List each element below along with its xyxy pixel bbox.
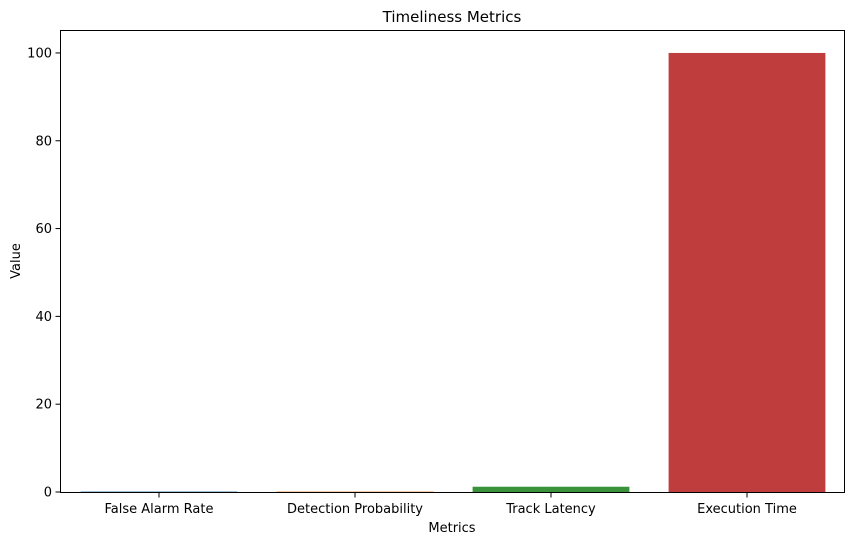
x-axis-ticks: False Alarm Rate Detection Probability Tra… xyxy=(105,492,797,517)
bars-group xyxy=(80,52,826,493)
y-tick-label: 20 xyxy=(35,398,52,413)
x-axis-label: Metrics xyxy=(428,521,475,536)
x-tick-label: Detection Probability xyxy=(287,502,423,517)
y-tick-label: 60 xyxy=(35,222,52,237)
chart-title: Timeliness Metrics xyxy=(382,8,522,26)
plot-frame xyxy=(60,30,845,493)
bar-execution-time xyxy=(668,52,826,492)
x-tick-label: Track Latency xyxy=(505,502,596,517)
y-axis-ticks: 0 20 40 60 80 100 xyxy=(27,46,61,501)
y-tick-label: 0 xyxy=(44,486,52,501)
y-axis-label: Value xyxy=(9,243,24,279)
y-tick-label: 40 xyxy=(35,310,52,325)
x-tick-label: False Alarm Rate xyxy=(105,502,214,517)
bar-track-latency xyxy=(472,486,630,492)
y-tick-label: 80 xyxy=(35,134,52,149)
y-tick-label: 100 xyxy=(27,46,52,61)
x-tick-label: Execution Time xyxy=(697,502,797,517)
